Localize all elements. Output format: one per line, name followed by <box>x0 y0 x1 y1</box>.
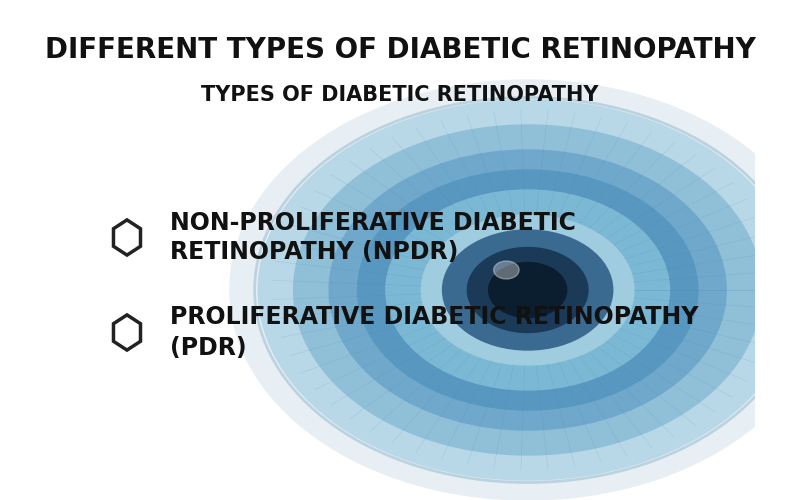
Circle shape <box>442 230 613 350</box>
Circle shape <box>230 80 800 500</box>
Circle shape <box>386 190 670 390</box>
Text: (PDR): (PDR) <box>170 336 246 359</box>
Circle shape <box>258 100 797 480</box>
Text: TYPES OF DIABETIC RETINOPATHY: TYPES OF DIABETIC RETINOPATHY <box>202 85 598 105</box>
Text: DIFFERENT TYPES OF DIABETIC RETINOPATHY: DIFFERENT TYPES OF DIABETIC RETINOPATHY <box>45 36 755 64</box>
Circle shape <box>489 262 566 318</box>
Circle shape <box>294 125 762 455</box>
Text: NON-PROLIFERATIVE DIABETIC: NON-PROLIFERATIVE DIABETIC <box>170 210 575 234</box>
Circle shape <box>329 150 726 430</box>
Circle shape <box>422 215 634 365</box>
Circle shape <box>358 170 698 410</box>
Circle shape <box>467 248 588 332</box>
Circle shape <box>494 261 519 279</box>
Text: RETINOPATHY (NPDR): RETINOPATHY (NPDR) <box>170 240 458 264</box>
Text: PROLIFERATIVE DIABETIC RETINOPATHY: PROLIFERATIVE DIABETIC RETINOPATHY <box>170 306 698 330</box>
